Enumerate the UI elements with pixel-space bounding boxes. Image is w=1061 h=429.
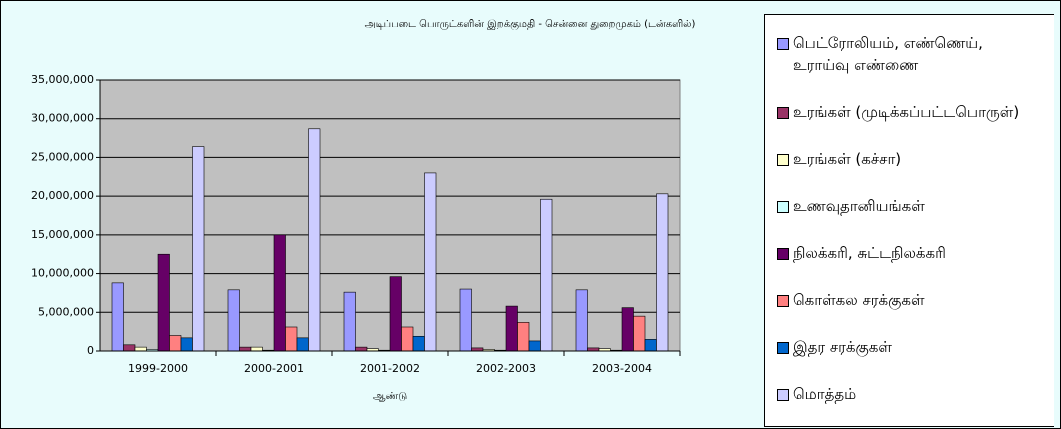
bar bbox=[528, 340, 541, 352]
bar bbox=[412, 335, 425, 352]
y-tick-label: 25,000,000 bbox=[31, 150, 94, 163]
y-tick-label: 20,000,000 bbox=[31, 189, 94, 202]
x-tick-label: 2001-2002 bbox=[360, 362, 420, 375]
x-tick-label: 1999-2000 bbox=[128, 362, 188, 375]
y-tick-label: 5,000,000 bbox=[38, 305, 94, 318]
legend-item: உரங்கள் (கச்சா) bbox=[777, 148, 1044, 170]
x-tick-label: 2000-2001 bbox=[244, 362, 304, 375]
bar bbox=[575, 289, 588, 352]
legend-item: நிலக்கரி, சுட்டநிலக்கரி bbox=[777, 242, 1044, 264]
bar bbox=[296, 337, 309, 352]
y-tick-label: 10,000,000 bbox=[31, 267, 94, 280]
bar bbox=[401, 326, 414, 352]
bar bbox=[134, 346, 147, 352]
bar bbox=[157, 253, 170, 352]
x-axis-label: ஆண்டு bbox=[373, 391, 407, 402]
legend-swatch bbox=[777, 200, 789, 213]
bar bbox=[621, 307, 634, 352]
x-tick-label: 2003-2004 bbox=[592, 362, 652, 375]
bar bbox=[111, 282, 124, 352]
bar bbox=[355, 346, 368, 352]
legend-label: உரங்கள் (முடிக்கப்பட்டபொருள்) bbox=[793, 102, 1020, 121]
legend-swatch bbox=[777, 389, 789, 402]
bar bbox=[424, 172, 437, 352]
y-tick-label: 15,000,000 bbox=[31, 228, 94, 241]
bar bbox=[227, 289, 240, 352]
bar bbox=[180, 337, 193, 352]
bar bbox=[273, 234, 286, 352]
bar bbox=[644, 339, 657, 352]
bar bbox=[459, 288, 472, 352]
bar bbox=[250, 346, 263, 352]
legend-item: உணவுதானியங்கள் bbox=[777, 195, 1044, 217]
legend-label: இதர சரக்குகள் bbox=[793, 338, 892, 357]
legend-label: பெட்ரோலியம், எண்ணெய், உராய்வு எண்ணை bbox=[793, 33, 983, 74]
legend-label: உரங்கள் (கச்சா) bbox=[793, 149, 902, 168]
legend-item: கொள்கல சரக்குகள் bbox=[777, 289, 1044, 311]
bar bbox=[389, 276, 402, 352]
y-tick-label: 0 bbox=[87, 344, 94, 357]
bar bbox=[540, 198, 553, 352]
y-tick-label: 30,000,000 bbox=[31, 112, 94, 125]
chart-title: அடிப்படை பொருட்களின் இறக்குமதி - சென்னை … bbox=[365, 19, 696, 31]
legend-label: கொள்கல சரக்குகள் bbox=[793, 291, 925, 310]
legend-swatch bbox=[777, 106, 789, 119]
legend-swatch bbox=[777, 342, 789, 355]
bar bbox=[656, 193, 669, 352]
legend-swatch bbox=[777, 37, 789, 50]
bar bbox=[517, 322, 530, 352]
bar bbox=[505, 305, 518, 352]
x-tick-label: 2002-2003 bbox=[476, 362, 536, 375]
legend: பெட்ரோலியம், எண்ணெய், உராய்வு எண்ணை உரங்க… bbox=[764, 14, 1054, 427]
legend-label: உணவுதானியங்கள் bbox=[793, 196, 925, 215]
bar bbox=[633, 315, 646, 352]
legend-swatch bbox=[777, 153, 789, 166]
legend-label: நிலக்கரி, சுட்டநிலக்கரி bbox=[793, 244, 946, 263]
legend-swatch bbox=[777, 295, 789, 308]
y-tick-label: 35,000,000 bbox=[31, 73, 94, 86]
bar bbox=[239, 346, 252, 352]
bar bbox=[285, 326, 298, 352]
legend-item: இதர சரக்குகள் bbox=[777, 336, 1044, 358]
bar bbox=[308, 128, 321, 352]
legend-item: பெட்ரோலியம், எண்ணெய், உராய்வு எண்ணை bbox=[777, 32, 1044, 76]
bar bbox=[343, 291, 356, 352]
bar bbox=[123, 344, 136, 352]
bar bbox=[192, 146, 205, 352]
legend-swatch bbox=[777, 248, 789, 261]
legend-item: உரங்கள் (முடிக்கப்பட்டபொருள்) bbox=[777, 101, 1044, 123]
bar bbox=[169, 335, 182, 352]
legend-label: மொத்தம் bbox=[793, 385, 857, 404]
legend-item: மொத்தம் bbox=[777, 383, 1044, 405]
